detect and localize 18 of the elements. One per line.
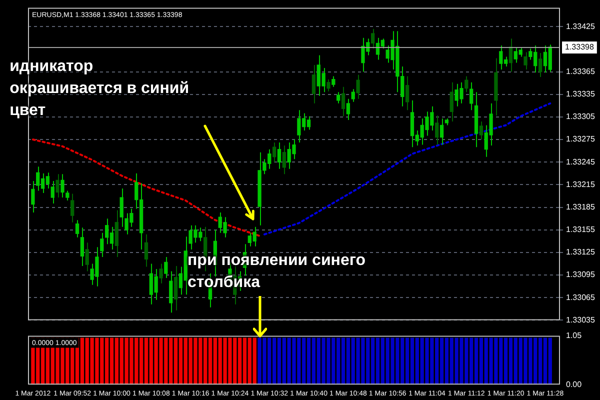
y-tick-label: 1.05 xyxy=(566,331,582,340)
y-tick-label: 1.33305 xyxy=(566,112,596,122)
y-tick-label: 1.33335 xyxy=(566,90,596,99)
y-tick-label: 1.33035 xyxy=(566,315,596,324)
line-series xyxy=(32,138,261,237)
ref-line-label: 1.33398 xyxy=(565,42,594,52)
y-tick-label: 1.33095 xyxy=(566,270,596,280)
y-tick-label: 1.33425 xyxy=(566,22,596,31)
y-tick-label: 1.33245 xyxy=(566,157,596,166)
y-tick-label: 1.33275 xyxy=(566,134,596,144)
y-tick-label: 1.33185 xyxy=(566,202,596,212)
y-tick-label: 1.33065 xyxy=(566,292,596,302)
y-tick-label: 1.33125 xyxy=(566,248,596,257)
y-tick-label: 0.00 xyxy=(566,380,582,389)
line-series xyxy=(263,102,552,236)
y-tick-label: 1.33155 xyxy=(566,225,596,234)
y-tick-label: 1.33215 xyxy=(566,180,596,189)
y-tick-label: 1.33365 xyxy=(566,66,596,76)
